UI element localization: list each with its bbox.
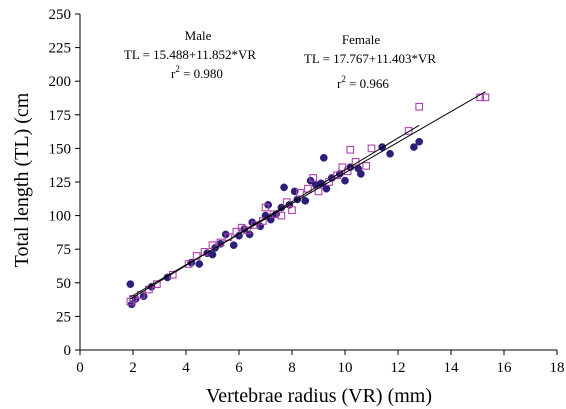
male-data-point: [280, 183, 288, 192]
male-series-label: Male: [185, 28, 212, 43]
y-tick-label: 250: [49, 7, 72, 23]
x-tick-label: 16: [497, 360, 513, 376]
female-data-point: [269, 210, 278, 219]
x-tick-label: 14: [444, 360, 460, 376]
male-data-point: [322, 184, 331, 193]
y-tick-label: 75: [56, 242, 71, 258]
male-r2-value: = 0.980: [180, 66, 223, 81]
x-tick-label: 0: [76, 360, 84, 376]
male-data-point: [229, 241, 238, 250]
female-data-point: [404, 127, 413, 135]
female-data-point: [251, 221, 259, 229]
male-data-point: [245, 230, 254, 239]
y-tick-label: 50: [56, 276, 71, 292]
male-data-point: [341, 176, 349, 185]
male-data-point: [264, 200, 272, 209]
male-data-point: [410, 143, 418, 151]
y-tick-label: 225: [49, 41, 72, 57]
male-data-point: [306, 176, 315, 185]
male-data-point: [208, 250, 217, 259]
x-tick-label: 18: [550, 360, 565, 376]
x-tick-label: 8: [288, 360, 296, 376]
female-r2-superscript: 2: [341, 74, 346, 84]
female-r2: r2 = 0.966: [337, 74, 389, 91]
female-data-point: [184, 260, 193, 268]
female-data-point: [288, 206, 296, 215]
male-regression-line: [130, 124, 420, 300]
female-data-point: [476, 93, 485, 102]
x-tick-label: 2: [129, 360, 137, 376]
y-tick-label: 25: [56, 309, 71, 325]
male-data-point: [415, 137, 424, 146]
female-data-point: [415, 102, 424, 111]
female-data-point: [296, 188, 304, 197]
x-axis-title: Vertebrae radius (VR) (mm): [206, 385, 432, 407]
female-data-point: [277, 211, 286, 220]
female-data-point: [309, 174, 318, 182]
female-data-point: [367, 144, 376, 153]
x-tick-label: 4: [182, 360, 190, 376]
male-data-point: [301, 196, 310, 205]
male-data-point: [357, 170, 365, 178]
male-equation: TL = 15.488+11.852*VR: [124, 47, 256, 62]
female-data-point: [346, 145, 355, 154]
female-series-label: Female: [342, 32, 380, 47]
male-data-point: [139, 292, 148, 301]
male-series: [126, 137, 424, 309]
y-tick-label: 175: [49, 108, 72, 124]
female-data-point: [362, 162, 371, 170]
y-tick-label: 150: [49, 141, 72, 157]
male-data-point: [386, 149, 394, 158]
female-data-point: [208, 241, 217, 250]
male-r2: r2 = 0.980: [171, 64, 223, 81]
female-equation: TL = 17.767+11.403*VR: [304, 51, 436, 66]
y-tick-label: 100: [49, 209, 72, 225]
x-tick-label: 6: [235, 360, 243, 376]
male-r2-superscript: 2: [175, 64, 180, 74]
female-regression-line: [130, 91, 486, 298]
female-data-point: [261, 203, 270, 212]
female-r2-symbol: r: [337, 76, 342, 91]
male-data-point: [319, 153, 328, 162]
x-tick-label: 12: [391, 360, 406, 376]
female-data-point: [338, 163, 347, 172]
x-tick-label: 10: [338, 360, 353, 376]
male-data-point: [126, 280, 135, 288]
male-data-point: [195, 260, 204, 268]
female-data-point: [237, 223, 246, 232]
y-tick-label: 125: [49, 175, 72, 191]
female-data-point: [126, 297, 135, 306]
female-data-point: [481, 93, 490, 102]
female-r2-value: = 0.966: [346, 76, 390, 91]
y-axis-title: Total length (TL) (cm: [11, 92, 33, 267]
male-data-point: [221, 230, 230, 239]
y-tick-label: 200: [49, 74, 72, 90]
male-r2-symbol: r: [171, 66, 176, 81]
y-tick-label: 0: [64, 343, 72, 359]
